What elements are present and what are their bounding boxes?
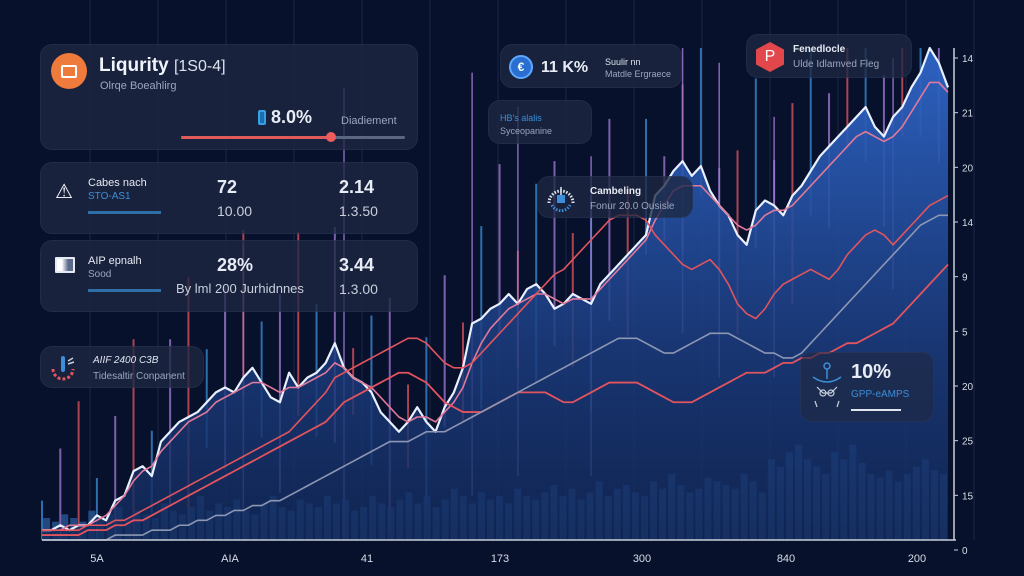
slider-handle[interactable] xyxy=(326,132,337,142)
gauge-dial-icon xyxy=(547,187,575,213)
feedback-title: Fenedlocle xyxy=(793,44,846,55)
alert-title: AIIF 2400 C3B xyxy=(93,355,159,366)
percent-card[interactable]: € 11 K% Suulir nn Matdle Ergraece xyxy=(500,44,682,88)
combat-card[interactable]: Cambeling Fonur 20.0 Ousisle xyxy=(537,176,693,218)
stat-value-primary-sub: 10.00 xyxy=(217,203,253,219)
y-tick-label: 25 xyxy=(962,437,974,448)
monitor-icon xyxy=(51,53,87,89)
combat-title: Cambeling xyxy=(590,186,642,197)
battery-icon xyxy=(258,110,266,125)
coin-icon: € xyxy=(509,55,533,79)
stat-value-secondary: 2.14 xyxy=(339,177,375,197)
stat-card[interactable]: AIP epnalh Sood 28% By lml 200 Jurhidnne… xyxy=(40,240,418,312)
liquidity-subtitle: Olrqe Boeahlirg xyxy=(100,80,177,92)
feedback-subtitle: Ulde Idlamved Fleg xyxy=(793,59,880,70)
hb-line2: Syceopanine xyxy=(500,126,553,136)
stat-value-secondary-sub: 1.3.00 xyxy=(339,281,378,297)
feedback-card[interactable]: P Fenedlocle Ulde Idlamved Fleg xyxy=(746,34,912,78)
liquidity-value-text: 8.0% xyxy=(271,107,313,127)
p-hexagon-icon: P xyxy=(756,42,784,72)
liquidity-title: Liqurity [1S0-4] xyxy=(99,55,226,77)
x-tick-label: 5A xyxy=(90,553,104,565)
stat-card[interactable]: ⚠ Cabes nach STO-AS1 72 10.00 2.14 1.3.5… xyxy=(40,162,418,234)
series-line-price xyxy=(42,46,950,532)
liquidity-title-suffix: [1S0-4] xyxy=(173,58,226,75)
network-icon xyxy=(812,362,842,408)
percent-line1: Suulir nn xyxy=(605,57,641,67)
x-tick-label: 300 xyxy=(633,553,651,565)
y-tick-label: 14 xyxy=(962,218,974,229)
alert-card[interactable]: AIIF 2400 C3B Tidesaltir Conpanent xyxy=(40,346,204,388)
liquidity-value-label: Diadiement xyxy=(341,115,397,127)
stat-sublabel: Sood xyxy=(88,269,112,280)
x-tick-label: 173 xyxy=(491,553,509,565)
liquidity-slider[interactable] xyxy=(181,132,405,142)
y-tick-label: 0 xyxy=(962,546,968,557)
stat-label: Cabes nach xyxy=(88,177,147,189)
stat-value-primary: 28% xyxy=(217,255,254,275)
hb-line1: HB's alalis xyxy=(500,113,542,123)
stat-value-secondary-sub: 1.3.50 xyxy=(339,203,378,219)
hb-card[interactable]: HB's alalis Syceopanine xyxy=(488,100,592,144)
network-stat-underline xyxy=(851,409,901,411)
stat-value-primary: 72 xyxy=(217,177,238,197)
percent-value: 11 K% xyxy=(541,59,589,76)
warning-icon: ⚠ xyxy=(55,181,73,203)
x-tick-label: 200 xyxy=(908,553,926,565)
percent-line2: Matdle Ergraece xyxy=(605,69,672,79)
stat-underline xyxy=(88,289,161,292)
y-tick-label: 9 xyxy=(962,273,968,284)
y-tick-label: 20 xyxy=(962,163,974,174)
axes: 5A AIA 41 173 300 840 200 14 21 20 14 9 5 20 25 15 0 xyxy=(42,48,974,565)
alert-subtitle: Tidesaltir Conpanent xyxy=(93,371,185,382)
series-lines xyxy=(42,46,950,541)
x-tick-label: 41 xyxy=(361,553,373,565)
liquidity-value: 8.0% xyxy=(258,107,312,128)
y-tick-label: 5 xyxy=(962,327,968,338)
x-tick-label: 840 xyxy=(777,553,795,565)
combat-subtitle: Fonur 20.0 Ousisle xyxy=(590,201,675,212)
stat-label: AIP epnalh xyxy=(88,255,142,267)
stat-value-primary-sub: By lml 200 Jurhidnnes xyxy=(176,281,304,296)
stat-sublabel: STO-AS1 xyxy=(88,191,131,202)
y-tick-label: 14 xyxy=(962,54,974,65)
slider-fill xyxy=(181,136,332,139)
y-tick-label: 20 xyxy=(962,382,974,393)
stat-underline xyxy=(88,211,161,214)
series-line-ma-gray xyxy=(42,214,948,541)
monitor-icon xyxy=(55,257,75,273)
stat-value-secondary: 3.44 xyxy=(339,255,375,275)
price-area xyxy=(42,48,948,540)
liquidity-title-text: Liqurity xyxy=(99,55,169,76)
network-stat-value: 10% xyxy=(851,361,892,383)
y-tick-label: 21 xyxy=(962,109,974,120)
network-stat-card[interactable]: 10% GPP-eAMPS xyxy=(800,352,934,422)
series-line-ma-long xyxy=(42,194,949,531)
series-line-ma-short xyxy=(42,81,949,531)
network-stat-label: GPP-eAMPS xyxy=(851,389,910,400)
gauge-icon xyxy=(51,356,75,381)
x-tick-label: AIA xyxy=(221,553,239,565)
y-tick-label: 15 xyxy=(962,491,974,502)
liquidity-card[interactable]: Liqurity [1S0-4] Olrqe Boeahlirg 8.0% Di… xyxy=(40,44,418,150)
volume-bar xyxy=(43,518,51,540)
